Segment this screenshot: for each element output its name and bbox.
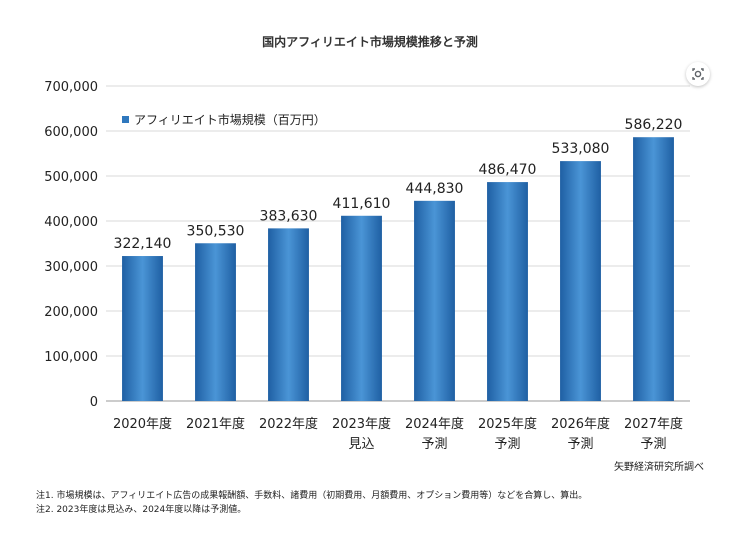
data-label: 444,830 [406, 181, 464, 197]
y-tick-label: 100,000 [44, 350, 98, 365]
legend-swatch [122, 116, 129, 123]
note-2: 注2. 2023年度は見込み、2024年度以降は予測値。 [36, 505, 247, 515]
lens-icon [692, 68, 704, 80]
x-category-label: 2026年度 [551, 416, 610, 432]
x-category-label: 2020年度 [113, 416, 172, 432]
x-category-sublabel: 予測 [494, 437, 520, 452]
legend-label: アフィリエイト市場規模（百万円） [134, 112, 326, 127]
y-tick-label: 0 [90, 395, 98, 410]
y-tick-label: 700,000 [44, 80, 98, 95]
x-category-sublabel: 予測 [640, 437, 666, 452]
data-label: 350,530 [187, 223, 245, 239]
x-category-label: 2022年度 [259, 416, 318, 432]
data-label: 486,470 [479, 162, 537, 178]
x-category-label: 2024年度 [405, 416, 464, 432]
y-tick-label: 200,000 [44, 305, 98, 320]
x-category-sublabel: 予測 [421, 437, 447, 452]
x-category-label: 2023年度 [332, 416, 391, 432]
bar [122, 256, 163, 401]
data-label: 411,610 [333, 196, 391, 212]
data-label: 383,630 [260, 208, 318, 224]
y-tick-label: 600,000 [44, 125, 98, 140]
x-category-label: 2027年度 [624, 416, 683, 432]
lens-button[interactable] [686, 62, 710, 86]
legend: アフィリエイト市場規模（百万円） [122, 112, 326, 127]
x-category-label: 2025年度 [478, 416, 537, 432]
bar [487, 182, 528, 401]
x-category-label: 2021年度 [186, 416, 245, 432]
bar [414, 200, 455, 401]
note-1: 注1. 市場規模は、アフィリエイト広告の成果報酬額、手数料、諸費用（初期費用、月… [36, 491, 588, 501]
bar [195, 243, 236, 401]
y-tick-label: 400,000 [44, 215, 98, 230]
bar [633, 137, 674, 402]
bar [560, 161, 601, 401]
data-label: 533,080 [552, 141, 610, 157]
y-tick-label: 300,000 [44, 260, 98, 275]
data-label: 322,140 [114, 236, 172, 252]
x-category-sublabel: 見込 [348, 437, 374, 452]
data-label: 586,220 [625, 117, 683, 133]
chart-title: 国内アフィリエイト市場規模推移と予測 [262, 34, 478, 49]
source-note: 矢野経済研究所調べ [614, 460, 704, 473]
bar [268, 228, 309, 401]
x-category-sublabel: 予測 [567, 437, 593, 452]
bar [341, 215, 382, 401]
y-tick-label: 500,000 [44, 170, 98, 185]
